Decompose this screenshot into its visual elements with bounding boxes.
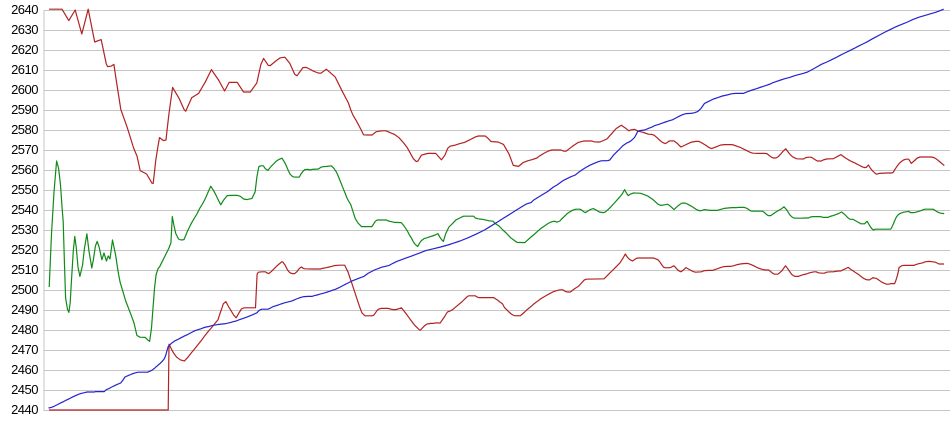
- y-tick-label: 2560: [11, 162, 38, 177]
- y-tick-label: 2620: [11, 42, 38, 57]
- y-tick-label: 2520: [11, 242, 38, 257]
- y-tick-label: 2630: [11, 22, 38, 37]
- y-tick-label: 2600: [11, 82, 38, 97]
- y-tick-label: 2440: [11, 402, 38, 417]
- y-tick-label: 2590: [11, 102, 38, 117]
- y-tick-label: 2500: [11, 282, 38, 297]
- series-blue: [48, 8, 944, 409]
- series-upper_red: [49, 8, 945, 184]
- y-tick-label: 2610: [11, 62, 38, 77]
- y-tick-label: 2540: [11, 202, 38, 217]
- y-tick-label: 2460: [11, 362, 38, 377]
- gridlines: [43, 10, 950, 411]
- y-tick-label: 2470: [11, 342, 38, 357]
- y-tick-label: 2570: [11, 142, 38, 157]
- y-tick-label: 2480: [11, 322, 38, 337]
- series-green: [48, 157, 945, 342]
- y-tick-label: 2450: [11, 382, 38, 397]
- y-tick-label: 2550: [11, 182, 38, 197]
- y-tick-label: 2580: [11, 122, 38, 137]
- series-lower_red: [49, 253, 944, 411]
- y-tick-label: 2490: [11, 302, 38, 317]
- y-axis-labels: 2640 2630 2620 2610 2600 2590 2580 2570 2560 2550…: [11, 2, 39, 417]
- y-tick-label: 2510: [11, 262, 38, 277]
- y-tick-label: 2640: [11, 2, 38, 17]
- y-tick-label: 2530: [11, 222, 38, 237]
